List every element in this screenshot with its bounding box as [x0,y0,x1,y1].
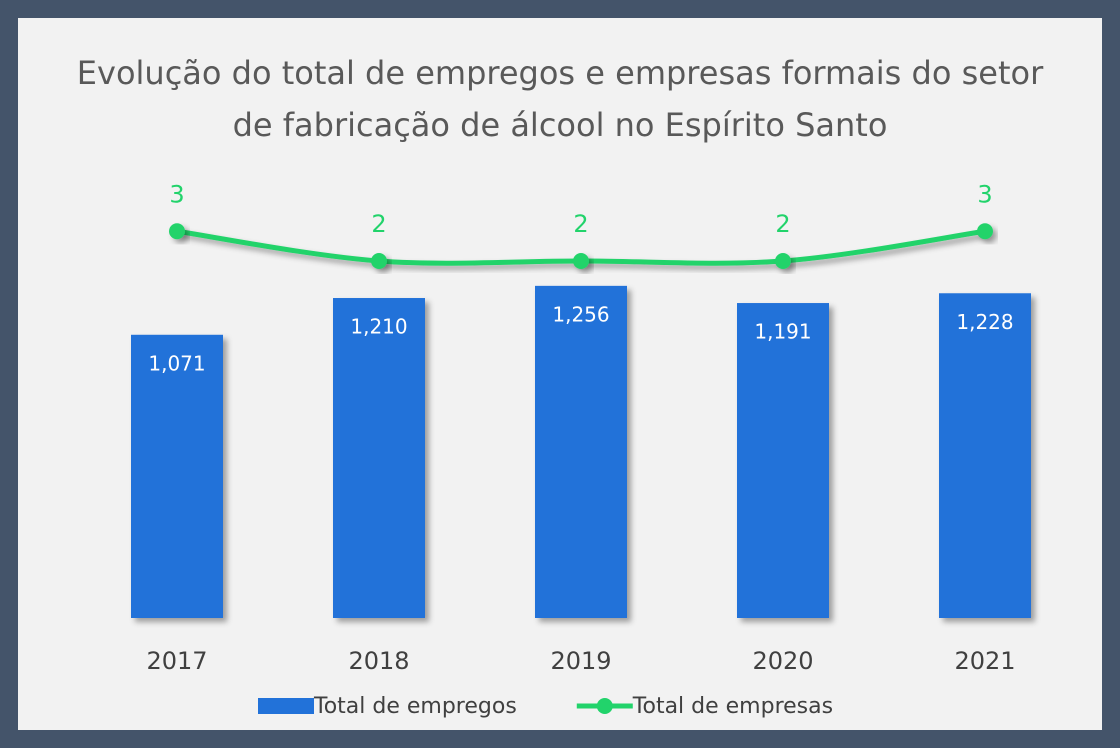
data-label: 3 [169,180,184,208]
data-label: 1,210 [350,315,407,339]
legend-swatch [596,698,613,714]
data-label: 2 [775,210,790,238]
x-tick-label: 2021 [954,647,1015,675]
legend-label: Total de empregos [313,694,517,719]
line-marker [977,223,993,240]
data-label: 1,191 [754,320,811,344]
data-label: 2 [371,210,386,238]
x-tick-label: 2018 [348,647,409,675]
x-tick-label: 2017 [146,647,207,675]
bar [131,334,223,618]
bar [939,293,1031,618]
line-marker [775,253,791,269]
bar [535,285,627,618]
legend-swatch [258,698,314,714]
line-marker [573,253,589,269]
legend-label: Total de empresas [632,694,833,719]
x-tick-label: 2019 [550,647,611,675]
data-label: 3 [977,180,992,208]
bar [333,298,425,618]
line-marker [371,253,387,269]
data-label: 1,071 [148,351,205,375]
data-label: 1,228 [956,310,1013,334]
data-label: 2 [573,210,588,238]
chart-title: Evolução do total de empregos e empresas… [77,54,1044,144]
bar [737,303,829,618]
data-label: 1,256 [552,302,609,326]
x-tick-label: 2020 [752,647,813,675]
line-marker [169,223,185,240]
